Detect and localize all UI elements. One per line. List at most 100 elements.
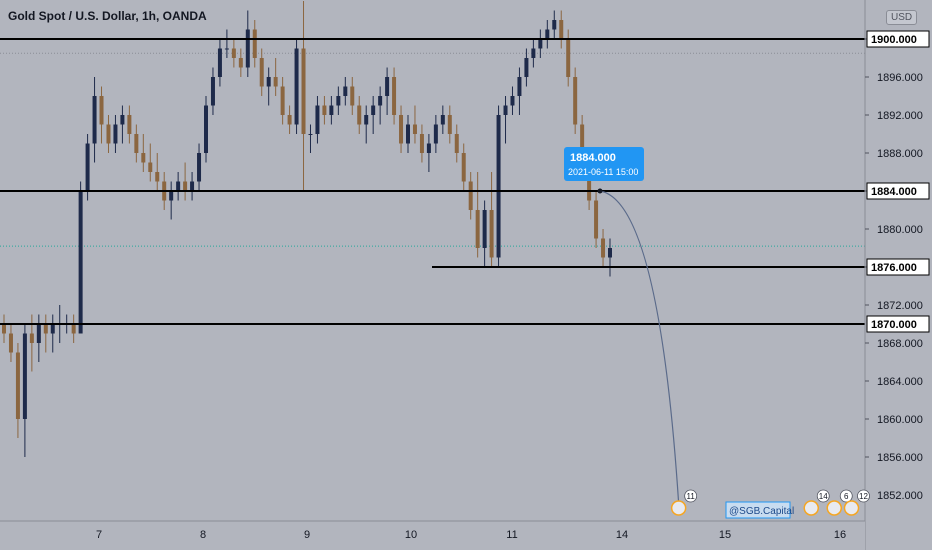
event-flag-icon (670, 500, 687, 516)
candle-body (231, 48, 236, 58)
y-tick-label: 1856.000 (877, 452, 923, 464)
event-count-badge (839, 489, 853, 503)
level-price-tag (866, 258, 930, 276)
candle-body (406, 124, 410, 144)
x-tick-label: 16 (834, 529, 846, 541)
candle-body (343, 86, 348, 96)
candle-body (308, 134, 313, 135)
candle-body (322, 105, 327, 115)
candle-body (482, 210, 487, 248)
candle-body (183, 181, 188, 191)
candle-body (601, 238, 606, 258)
candle-body (503, 105, 508, 115)
candle-body (531, 48, 536, 58)
event-flag-icon (826, 500, 842, 516)
candle-body (392, 77, 397, 115)
chart-title: Gold Spot / U.S. Dollar, 1h, OANDA (8, 9, 207, 23)
candle-body (538, 39, 543, 49)
level-price-tag (866, 30, 930, 48)
horizontal-levels[interactable] (0, 38, 865, 325)
candle-body (120, 115, 125, 125)
candle-body (426, 143, 431, 153)
event-count-badge (857, 489, 870, 503)
candle-body (350, 86, 355, 106)
candle-body (510, 96, 515, 106)
x-tick-label: 9 (304, 529, 310, 541)
time-axis[interactable]: 7 8 9 10 11 14 15 16 (0, 520, 865, 550)
candle-body (245, 29, 250, 68)
y-tick-label: 1888.000 (877, 148, 923, 160)
candle-body (15, 352, 20, 419)
tooltip-box (564, 147, 644, 181)
level-price-label: 1884.000 (871, 186, 917, 198)
candle-body (273, 77, 278, 87)
price-tooltip: 1884.000 2021-06-11 15:00 (564, 147, 644, 181)
candle-body (92, 96, 97, 144)
candle-body (127, 115, 132, 134)
candle-body (566, 39, 571, 77)
level-price-label: 1876.000 (871, 262, 917, 274)
x-tick-label: 7 (96, 529, 102, 541)
candle-body (371, 105, 376, 115)
event-count-label: 14 (819, 492, 828, 501)
candle-body (336, 96, 341, 106)
candle-body (357, 105, 362, 125)
candle-body (134, 134, 139, 153)
tooltip-time: 2021-06-11 15:00 (568, 167, 638, 177)
candle-body (210, 77, 215, 106)
level-price-tag (866, 315, 930, 333)
currency-badge[interactable]: USD (886, 10, 918, 25)
projection-origin (597, 188, 603, 194)
event-count-label: 11 (686, 492, 695, 501)
y-tick-label: 1892.000 (877, 110, 923, 122)
candle-body (475, 210, 480, 248)
x-tick-label: 11 (506, 529, 517, 541)
candle-body (155, 172, 160, 182)
candle-body (238, 58, 243, 68)
economic-events[interactable]: 11 14 6 12 @SGB.Capital (670, 489, 870, 519)
candle-body (36, 324, 41, 343)
candle-body (294, 48, 299, 125)
candle-body (608, 248, 612, 258)
candle-body (85, 143, 90, 191)
candle-body (301, 48, 306, 134)
candle-body (204, 105, 208, 153)
projection-curve (599, 190, 680, 504)
candle-body (545, 29, 550, 39)
candle-body (197, 153, 202, 182)
candle-body (315, 105, 320, 134)
candle-body (217, 48, 222, 77)
candle-body (440, 115, 445, 125)
candle-body (106, 124, 111, 144)
candle-body (22, 333, 27, 419)
candle-body (176, 181, 181, 191)
candle-body (412, 124, 417, 134)
x-tick-label: 14 (616, 529, 628, 541)
candle-body (329, 105, 334, 115)
level-price-label: 1870.000 (871, 319, 917, 331)
candle-body (587, 162, 592, 201)
candle-body (573, 77, 578, 125)
price-axis[interactable]: 1900.000 1896.000 1892.000 1888.000 1884.000… (864, 0, 932, 550)
y-tick-label: 1896.000 (877, 72, 923, 84)
candle-body (190, 181, 195, 191)
candle-body (461, 153, 466, 182)
candle-body (113, 124, 118, 144)
y-tick-label: 1880.000 (877, 224, 923, 236)
candle-body (559, 20, 564, 39)
time-axis-background (0, 521, 865, 550)
watermark-label: @SGB.Capital (729, 506, 794, 517)
candle-body (266, 77, 271, 87)
event-count-label: 6 (844, 492, 849, 501)
candle-body (552, 20, 557, 30)
y-tick-label: 1868.000 (877, 338, 923, 350)
event-count-label: 12 (859, 492, 868, 501)
level-price-label: 1900.000 (871, 34, 917, 46)
candles (2, 1, 612, 457)
candle-body (148, 162, 153, 172)
candle-body (524, 58, 529, 77)
event-count-badge (816, 489, 830, 503)
y-tick-label: 1872.000 (877, 300, 923, 312)
candle-body (280, 86, 285, 115)
